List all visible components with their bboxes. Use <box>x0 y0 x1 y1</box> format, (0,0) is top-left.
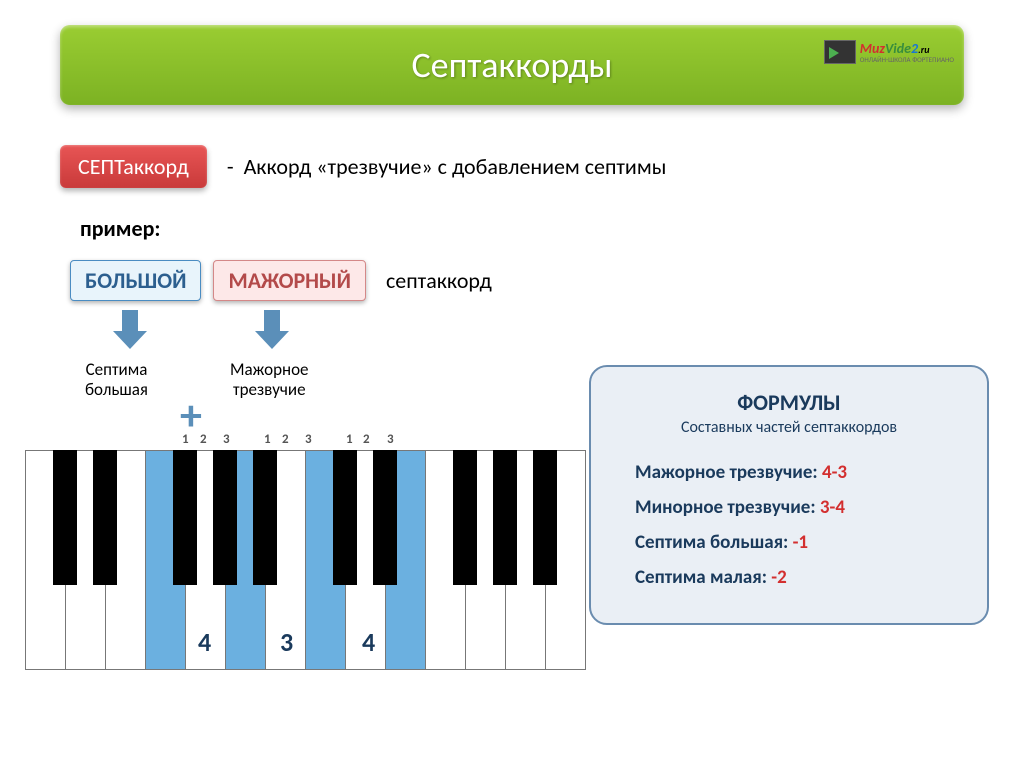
page-title: Септаккорды <box>411 43 612 87</box>
formula-title: ФОРМУЛЫ <box>615 389 963 416</box>
interval-number: 3 <box>280 626 293 658</box>
black-key <box>453 450 477 585</box>
arrow-down-icon <box>113 310 147 352</box>
play-icon <box>824 40 856 64</box>
formula-line: Септима большая: -1 <box>615 531 963 554</box>
formula-line: Септима малая: -2 <box>615 566 963 589</box>
formula-name: Мажорное трезвучие: <box>635 461 822 484</box>
dash: - <box>227 153 234 180</box>
black-key <box>493 450 517 585</box>
formula-line: Минорное трезвучие: 3-4 <box>615 496 963 519</box>
label-line: Септима <box>86 359 148 380</box>
interval-number: 4 <box>362 626 375 658</box>
title-bar: Септаккорды <box>60 25 964 105</box>
black-key <box>173 450 197 585</box>
formula-value: 4-3 <box>822 461 847 484</box>
semitone-number: 1 <box>346 432 353 447</box>
black-key <box>333 450 357 585</box>
label-line: большая <box>85 379 148 400</box>
term-badge: СЕПТаккорд <box>60 145 207 188</box>
label-septima: Септима большая <box>85 360 148 401</box>
logo-suffix: .ru <box>918 43 929 56</box>
formula-value: -1 <box>793 531 808 554</box>
formula-name: Септима малая: <box>635 566 771 589</box>
formula-value: -2 <box>771 566 786 589</box>
formula-value: 3-4 <box>820 496 845 519</box>
semitone-number: 3 <box>305 432 312 447</box>
semitone-number: 3 <box>387 432 394 447</box>
label-triad: Мажорное трезвучие <box>230 360 309 401</box>
arrow-down-icon <box>255 310 289 352</box>
formula-subtitle: Составных частей септаккордов <box>615 418 963 437</box>
black-key <box>533 450 557 585</box>
semitone-number: 3 <box>223 432 230 447</box>
formula-name: Септима большая: <box>635 531 793 554</box>
semitone-number: 2 <box>200 432 207 447</box>
black-key <box>253 450 277 585</box>
black-key <box>53 450 77 585</box>
semitone-number: 1 <box>182 432 189 447</box>
label-line: трезвучие <box>233 379 306 400</box>
tile-major: МАЖОРНЫЙ <box>213 260 365 301</box>
semitone-number: 2 <box>363 432 370 447</box>
piano-keyboard: 123123123434 <box>25 450 585 670</box>
logo-text: MuzVide2.ru ОНЛАЙН-ШКОЛА ФОРТЕПИАНО <box>860 42 954 63</box>
semitone-number: 1 <box>264 432 271 447</box>
formula-line: Мажорное трезвучие: 4-3 <box>615 461 963 484</box>
example-label: пример: <box>80 215 160 242</box>
definition-row: СЕПТаккорд - Аккорд «трезвучие» с добавл… <box>60 145 666 188</box>
chord-example-row: БОЛЬШОЙ МАЖОРНЫЙ септаккорд <box>70 260 492 301</box>
chord-suffix: септаккорд <box>386 267 492 294</box>
black-key <box>93 450 117 585</box>
logo-part3: 2 <box>911 40 918 57</box>
interval-number: 4 <box>198 626 211 658</box>
black-key <box>373 450 397 585</box>
logo-tagline: ОНЛАЙН-ШКОЛА ФОРТЕПИАНО <box>860 56 954 63</box>
logo-part2: Vide <box>885 40 911 57</box>
semitone-number: 2 <box>282 432 289 447</box>
black-key <box>213 450 237 585</box>
formula-name: Минорное трезвучие: <box>635 496 820 519</box>
label-line: Мажорное <box>230 359 309 380</box>
logo: MuzVide2.ru ОНЛАЙН-ШКОЛА ФОРТЕПИАНО <box>824 40 954 64</box>
definition-text: Аккорд «трезвучие» с добавлением септимы <box>244 153 667 180</box>
logo-part1: Muz <box>860 40 885 57</box>
tile-big: БОЛЬШОЙ <box>70 260 201 301</box>
formula-box: ФОРМУЛЫ Составных частей септаккордов Ма… <box>589 365 989 625</box>
